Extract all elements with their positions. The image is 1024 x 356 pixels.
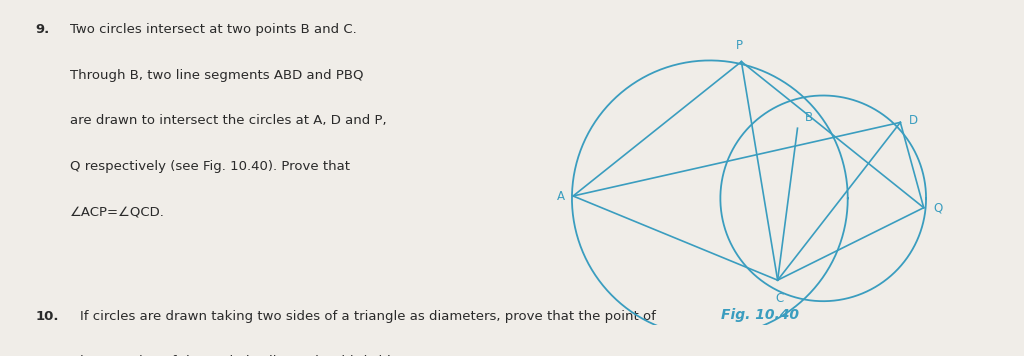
- Text: ∠ACP=∠QCD.: ∠ACP=∠QCD.: [70, 205, 165, 219]
- Text: P: P: [735, 39, 742, 52]
- Text: Through B, two line segments ABD and PBQ: Through B, two line segments ABD and PBQ: [70, 69, 364, 82]
- Text: 10.: 10.: [36, 310, 59, 323]
- Text: B: B: [805, 111, 813, 124]
- Text: are drawn to intersect the circles at A, D and P,: are drawn to intersect the circles at A,…: [70, 114, 386, 127]
- Text: A: A: [557, 189, 565, 203]
- Text: C: C: [776, 292, 784, 305]
- Text: intersection of these circles lie on the third side.: intersection of these circles lie on the…: [80, 355, 403, 356]
- Text: Two circles intersect at two points B and C.: Two circles intersect at two points B an…: [70, 23, 356, 36]
- Text: If circles are drawn taking two sides of a triangle as diameters, prove that the: If circles are drawn taking two sides of…: [80, 310, 655, 323]
- Text: Fig. 10.40: Fig. 10.40: [721, 308, 799, 322]
- Text: 9.: 9.: [36, 23, 50, 36]
- Text: Q: Q: [933, 201, 942, 214]
- Text: Q respectively (see Fig. 10.40). Prove that: Q respectively (see Fig. 10.40). Prove t…: [70, 160, 349, 173]
- Text: D: D: [908, 114, 918, 126]
